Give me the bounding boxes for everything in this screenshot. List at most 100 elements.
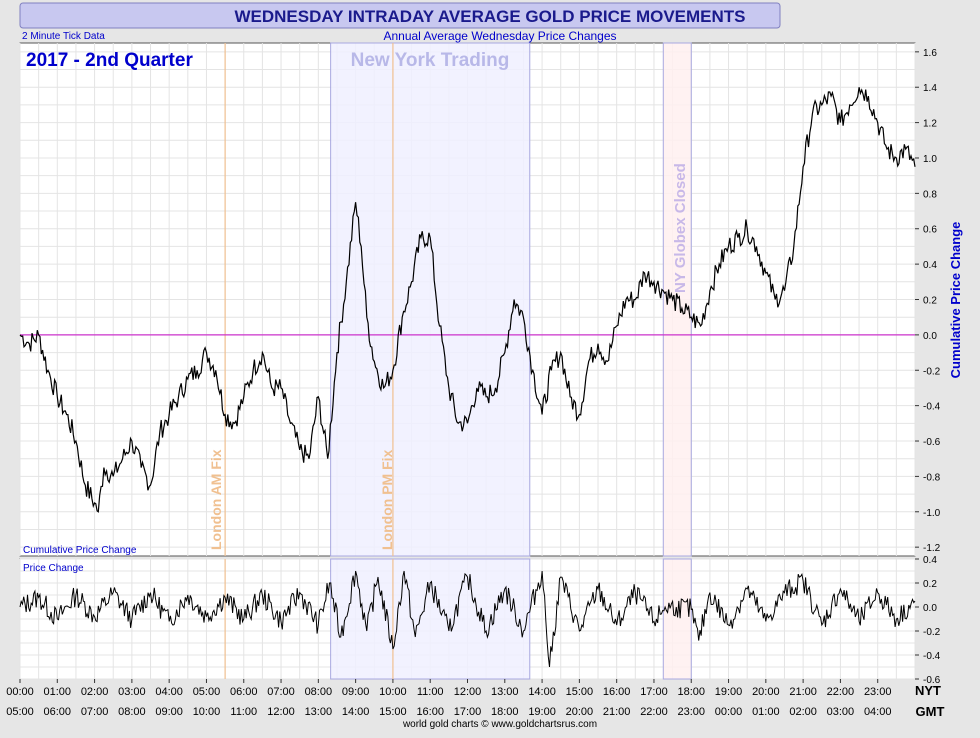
bottom-band-0	[330, 558, 531, 680]
x-tick-label-gmt: 13:00	[305, 706, 333, 718]
ny-trading-label: New York Trading	[351, 50, 510, 71]
x-tick-label-gmt: 18:00	[491, 706, 519, 718]
top-y-tick-label: -0.6	[923, 437, 941, 448]
period-label: 2017 - 2nd Quarter	[26, 50, 193, 71]
top-y-tick-label: -0.8	[923, 472, 941, 483]
x-tick-label-gmt: 06:00	[44, 706, 72, 718]
bottom-band-1	[662, 558, 692, 680]
top-panel-caption: Cumulative Price Change	[23, 545, 137, 556]
x-tick-label-nyt: 15:00	[566, 686, 594, 698]
top-y-tick-label: 0.0	[923, 331, 937, 342]
bottom-y-tick-label: -0.6	[923, 675, 941, 686]
x-tick-label-nyt: 06:00	[230, 686, 258, 698]
top-gridlines	[19, 43, 916, 556]
x-tick-label-gmt: 21:00	[603, 706, 631, 718]
x-tick-label-nyt: 00:00	[6, 686, 34, 698]
x-tick-label-gmt: 19:00	[528, 706, 556, 718]
x-tick-label-nyt: 16:00	[603, 686, 631, 698]
x-tick-label-nyt: 02:00	[81, 686, 109, 698]
x-tick-label-nyt: 09:00	[342, 686, 370, 698]
x-tick-label-gmt: 03:00	[827, 706, 855, 718]
x-tick-label-gmt: 23:00	[677, 706, 705, 718]
london-pm-fix-label: London PM Fix	[379, 449, 395, 550]
x-tick-label-gmt: 09:00	[155, 706, 183, 718]
x-tick-label-nyt: 01:00	[44, 686, 72, 698]
price-change-line	[19, 570, 916, 668]
title-bar	[19, 2, 781, 29]
x-tick-label-gmt: 07:00	[81, 706, 109, 718]
x-tick-label-nyt: 07:00	[267, 686, 295, 698]
gmt-label: GMT	[916, 704, 945, 719]
x-tick-label-gmt: 08:00	[118, 706, 146, 718]
bottom-y-tick-label: 0.2	[923, 579, 937, 590]
x-tick-label-nyt: 08:00	[305, 686, 333, 698]
top-y-tick-label: 1.4	[923, 83, 937, 94]
bottom-panel-caption: Price Change	[23, 563, 84, 574]
x-tick-label-nyt: 05:00	[193, 686, 221, 698]
nyt-label: NYT	[915, 683, 941, 698]
top-y-tick-label: -1.0	[923, 508, 941, 519]
globex-closed-label: NY Globex Closed	[672, 163, 689, 293]
top-y-tick-label: 0.8	[923, 189, 937, 200]
x-tick-label-nyt: 10:00	[379, 686, 407, 698]
x-axis-gmt: 05:00 06:00 07:00 08:00 09:00 10:00 11:00 12:00…	[6, 706, 891, 718]
x-tick-label-gmt: 04:00	[864, 706, 892, 718]
top-y-tick-label: 0.4	[923, 260, 937, 271]
x-tick-label-gmt: 12:00	[267, 706, 295, 718]
chart-title: WEDNESDAY INTRADAY AVERAGE GOLD PRICE MO…	[234, 7, 745, 26]
x-tick-label-gmt: 15:00	[379, 706, 407, 718]
top-y-tick-label: -0.2	[923, 366, 941, 377]
x-tick-label-nyt: 18:00	[677, 686, 705, 698]
top-y-tick-label: 0.2	[923, 296, 937, 307]
x-tick-label-nyt: 19:00	[715, 686, 743, 698]
bottom-y-tick-labels: 0.4 0.2 0.0 -0.2 -0.4 -0.6	[915, 555, 941, 686]
x-tick-label-gmt: 17:00	[454, 706, 482, 718]
top-y-axis-title: Cumulative Price Change	[948, 222, 963, 379]
x-tick-label-gmt: 01:00	[752, 706, 780, 718]
x-tick-label-gmt: 05:00	[6, 706, 34, 718]
bottom-fix-lines	[224, 559, 394, 679]
x-tick-label-gmt: 02:00	[789, 706, 817, 718]
x-tick-label-gmt: 00:00	[715, 706, 743, 718]
x-tick-label-nyt: 20:00	[752, 686, 780, 698]
x-tick-label-nyt: 03:00	[118, 686, 146, 698]
bottom-y-tick-label: -0.4	[923, 651, 941, 662]
x-tick-label-nyt: 14:00	[528, 686, 556, 698]
fix-lines	[224, 43, 394, 556]
cumulative-price-line	[19, 87, 916, 513]
london-am-fix-label: London AM Fix	[208, 449, 224, 550]
x-tick-label-nyt: 13:00	[491, 686, 519, 698]
x-tick-label-nyt: 21:00	[789, 686, 817, 698]
x-tick-label-nyt: 17:00	[640, 686, 668, 698]
x-tick-label-gmt: 11:00	[230, 706, 257, 718]
bottom-y-tick-label: -0.2	[923, 627, 941, 638]
bottom-y-tick-label: 0.4	[923, 555, 937, 566]
top-y-tick-labels: 1.6 1.4 1.2 1.0 0.8 0.6 0.4 0.2 0.0 -0.2 -0.4 -0.6 -…	[915, 48, 941, 554]
x-tick-label-nyt: 23:00	[864, 686, 892, 698]
x-tick-label-gmt: 22:00	[640, 706, 668, 718]
top-y-tick-label: 0.6	[923, 225, 937, 236]
top-y-tick-label: 1.0	[923, 154, 937, 165]
x-tick-label-nyt: 12:00	[454, 686, 482, 698]
top-band-0	[330, 42, 531, 557]
top-y-tick-label: 1.2	[923, 119, 937, 130]
x-axis-nyt: 00:00 01:00 02:00 03:00 04:00 05:00 06:00 07:00…	[6, 679, 891, 698]
bottom-shaded-bands	[330, 558, 692, 680]
bottom-y-tick-label: 0.0	[923, 603, 937, 614]
x-tick-label-gmt: 14:00	[342, 706, 370, 718]
chart-subtitle: Annual Average Wednesday Price Changes	[383, 29, 616, 43]
top-y-tick-label: -0.4	[923, 402, 941, 413]
x-tick-label-nyt: 22:00	[827, 686, 855, 698]
x-tick-label-gmt: 10:00	[193, 706, 221, 718]
top-shaded-bands	[330, 42, 692, 557]
x-tick-label-nyt: 11:00	[417, 686, 444, 698]
x-tick-label-gmt: 16:00	[416, 706, 444, 718]
top-y-tick-label: -1.2	[923, 543, 941, 554]
x-tick-label-nyt: 04:00	[155, 686, 183, 698]
x-tick-label-gmt: 20:00	[566, 706, 594, 718]
footer-credit: world gold charts © www.goldchartsrus.co…	[402, 719, 597, 730]
top-y-tick-label: 1.6	[923, 48, 937, 59]
tick-data-note: 2 Minute Tick Data	[22, 31, 105, 42]
